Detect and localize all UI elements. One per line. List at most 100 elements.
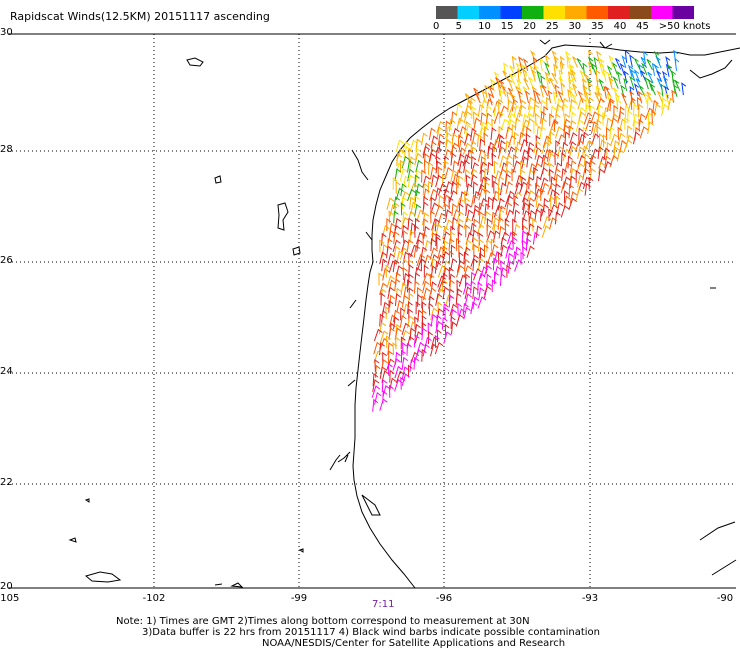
wind-barb (455, 292, 462, 306)
wind-barb (388, 210, 394, 224)
wind-barb (528, 215, 534, 229)
wind-barb (443, 260, 451, 273)
wind-barb (629, 54, 635, 68)
wind-barb (470, 146, 477, 160)
wind-barb (612, 140, 620, 153)
wind-barb (541, 141, 551, 154)
wind-barb (414, 224, 419, 238)
wind-barb (392, 309, 400, 323)
wind-barb (596, 113, 604, 127)
wind-barb (540, 110, 547, 124)
wind-barb (478, 202, 484, 216)
wind-barb (483, 180, 490, 194)
wind-barb (414, 323, 421, 337)
wind-barb (451, 203, 458, 217)
wind-barb (503, 62, 509, 76)
wind-barb (380, 292, 386, 306)
wind-barb (661, 97, 668, 111)
wind-barb (444, 155, 450, 169)
wind-barb (574, 139, 584, 152)
wind-barb (464, 121, 471, 134)
wind-barb (624, 117, 630, 131)
wind-barb (667, 97, 675, 111)
wind-barb (444, 181, 453, 194)
wind-barb (582, 62, 588, 76)
wind-barb (554, 211, 561, 225)
wind-barb (431, 222, 439, 236)
wind-barb (587, 82, 593, 96)
wind-barb (533, 120, 539, 134)
wind-barb (568, 145, 577, 159)
wind-barb (396, 153, 402, 166)
wind-barb (588, 139, 594, 153)
wind-barb (456, 197, 464, 211)
wind-barb (400, 216, 410, 230)
wind-barb (511, 124, 517, 138)
wind-barb (526, 237, 532, 251)
wind-barb (532, 218, 538, 232)
wind-barb (434, 218, 441, 232)
wind-barb (465, 224, 471, 238)
wind-barb (533, 162, 542, 176)
wind-barb (443, 267, 450, 280)
wind-barb (472, 218, 479, 232)
wind-barb (434, 260, 441, 274)
wind-barb (647, 111, 653, 125)
wind-barb (597, 104, 604, 118)
wind-barb (401, 224, 408, 238)
wind-barb (399, 159, 405, 173)
wind-barb (541, 84, 549, 97)
wind-barb (512, 218, 517, 232)
wind-barb (616, 148, 624, 162)
wind-barb (473, 268, 482, 281)
wind-barb (640, 70, 647, 82)
wind-barb (422, 201, 429, 215)
wind-barb (483, 264, 492, 278)
wind-barb (577, 146, 585, 160)
wind-barb (579, 69, 586, 83)
wind-barb (422, 232, 428, 246)
wind-barb (617, 71, 623, 85)
wind-barb (424, 239, 432, 253)
wind-barb (570, 159, 577, 173)
wind-barb (599, 133, 604, 147)
wind-barb (400, 183, 407, 197)
wind-barb (458, 160, 466, 174)
wind-barb (514, 182, 523, 195)
wind-barb (416, 209, 425, 222)
wind-barb (513, 251, 519, 265)
wind-barb (448, 266, 454, 280)
wind-barb (641, 62, 648, 76)
wind-barb (521, 230, 528, 244)
wind-barb (477, 296, 487, 309)
wind-barb (445, 294, 453, 308)
wind-barb (395, 180, 401, 194)
wind-barb (414, 349, 424, 362)
wind-barb (570, 76, 577, 89)
wind-barb (605, 117, 613, 131)
wind-barb (517, 90, 523, 104)
wind-barb (442, 303, 449, 316)
wind-barb (473, 111, 478, 125)
wind-barb (493, 111, 503, 124)
wind-barb (617, 132, 626, 146)
wind-barb (621, 55, 627, 69)
grid-lines (8, 34, 736, 588)
wind-barb (567, 89, 573, 103)
wind-barb (373, 328, 383, 342)
wind-barb (410, 244, 419, 257)
wind-barb (430, 343, 438, 357)
wind-barb (516, 78, 522, 92)
wind-barb (584, 119, 594, 132)
wind-barb (628, 90, 635, 104)
wind-barb (416, 341, 425, 355)
legend-swatch (522, 6, 544, 19)
wind-barb (543, 105, 549, 119)
wind-barb (518, 104, 527, 118)
wind-barb (646, 96, 653, 110)
wind-barb (514, 117, 521, 131)
wind-barb (435, 174, 443, 188)
wind-barb (490, 78, 496, 92)
wind-barb (407, 174, 415, 188)
wind-barb (552, 91, 558, 105)
